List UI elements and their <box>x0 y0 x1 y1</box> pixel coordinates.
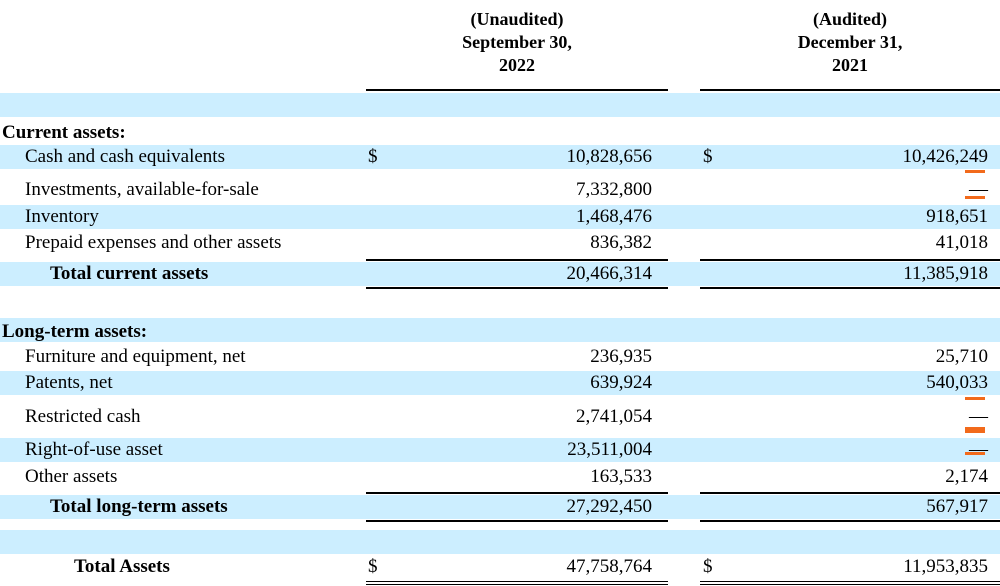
total-current-assets-label: Total current assets <box>50 263 209 284</box>
row-inventory: Inventory 1,468,476 918,651 <box>0 205 1000 229</box>
subtotal-rule <box>366 492 668 494</box>
header-rule-col1 <box>366 89 668 91</box>
cash-label: Cash and cash equivalents <box>25 146 225 167</box>
header-col2-line1: (Audited) <box>812 9 887 29</box>
total-current-assets-2021: 11,385,918 <box>903 263 988 284</box>
subtotal-rule <box>366 259 668 261</box>
cash-currency-2022: $ <box>368 146 378 167</box>
header-col1-line1: (Unaudited) <box>470 9 564 29</box>
cash-value-2021: 10,426,249 <box>902 146 989 167</box>
section-heading-long-term-assets: Long-term assets: <box>0 320 1000 344</box>
investments-label: Investments, available-for-sale <box>25 179 259 200</box>
other-assets-label: Other assets <box>25 466 118 487</box>
highlight-mark <box>965 452 985 455</box>
total-long-term-assets-2021: 567,917 <box>926 496 988 517</box>
header-col2-line3: 2021 <box>832 55 868 75</box>
total-assets-currency-2022: $ <box>368 556 378 577</box>
furniture-value-2021: 25,710 <box>935 346 988 367</box>
row-prepaid: Prepaid expenses and other assets 836,38… <box>0 231 1000 255</box>
grand-total-rule <box>700 584 1000 585</box>
rou-value-2021: — <box>969 439 988 460</box>
total-rule <box>700 287 1000 289</box>
long-term-assets-heading: Long-term assets: <box>2 321 148 342</box>
row-right-of-use-asset: Right-of-use asset 23,511,004 — <box>0 438 1000 462</box>
row-furniture: Furniture and equipment, net 236,935 25,… <box>0 345 1000 369</box>
current-assets-heading: Current assets: <box>2 122 126 143</box>
other-assets-value-2022: 163,533 <box>590 466 652 487</box>
furniture-value-2022: 236,935 <box>590 346 652 367</box>
total-long-term-assets-label: Total long-term assets <box>50 496 228 517</box>
total-assets-currency-2021: $ <box>703 556 713 577</box>
patents-value-2022: 639,924 <box>590 372 652 393</box>
section-heading-current-assets: Current assets: <box>0 121 1000 145</box>
row-patents: Patents, net 639,924 540,033 <box>0 371 1000 395</box>
prepaid-value-2021: 41,018 <box>935 232 988 253</box>
total-assets-value-2021: 11,953,835 <box>903 556 988 577</box>
restricted-cash-value-2022: 2,741,054 <box>576 406 652 427</box>
inventory-value-2022: 1,468,476 <box>576 206 652 227</box>
cash-currency-2021: $ <box>703 146 713 167</box>
prepaid-label: Prepaid expenses and other assets <box>25 232 282 253</box>
header-col1-line2: September 30, <box>462 32 572 52</box>
other-assets-value-2021: 2,174 <box>945 466 988 487</box>
cash-value-2022: 10,828,656 <box>566 146 653 167</box>
investments-value-2022: 7,332,800 <box>576 179 652 200</box>
highlight-mark <box>965 397 985 400</box>
total-rule <box>366 520 668 522</box>
row-total-long-term-assets: Total long-term assets 27,292,450 567,91… <box>0 495 1000 519</box>
header-unaudited-sep-2022: (Unaudited) September 30, 2022 <box>366 8 668 77</box>
spacer-gap <box>0 294 1000 316</box>
inventory-label: Inventory <box>25 206 99 227</box>
spacer-band-bottom <box>0 530 1000 554</box>
spacer-band-top <box>0 93 1000 117</box>
highlight-mark <box>965 170 985 173</box>
grand-total-rule <box>366 584 668 585</box>
prepaid-value-2022: 836,382 <box>590 232 652 253</box>
row-cash: Cash and cash equivalents $ 10,828,656 $… <box>0 145 1000 169</box>
restricted-cash-value-2021: — <box>969 406 988 427</box>
restricted-cash-label: Restricted cash <box>25 406 141 427</box>
row-total-current-assets: Total current assets 20,466,314 11,385,9… <box>0 262 1000 286</box>
investments-value-2021: — <box>969 179 988 200</box>
total-long-term-assets-2022: 27,292,450 <box>566 496 653 517</box>
row-total-assets: Total Assets $ 47,758,764 $ 11,953,835 <box>0 555 1000 579</box>
grand-total-rule <box>700 581 1000 582</box>
patents-label: Patents, net <box>25 372 113 393</box>
header-col2-line2: December 31, <box>797 32 903 52</box>
row-investments: Investments, available-for-sale 7,332,80… <box>0 178 1000 202</box>
row-restricted-cash: Restricted cash 2,741,054 — <box>0 405 1000 429</box>
total-assets-label: Total Assets <box>74 556 170 577</box>
patents-value-2021: 540,033 <box>926 372 988 393</box>
header-audited-dec-2021: (Audited) December 31, 2021 <box>700 8 1000 77</box>
inventory-value-2021: 918,651 <box>926 206 988 227</box>
rou-label: Right-of-use asset <box>25 439 163 460</box>
highlight-mark <box>965 427 985 433</box>
row-other-assets: Other assets 163,533 2,174 <box>0 465 1000 489</box>
total-rule <box>700 520 1000 522</box>
grand-total-rule <box>366 581 668 582</box>
subtotal-rule <box>700 259 1000 261</box>
spacer-band-mid <box>0 318 1000 342</box>
total-assets-value-2022: 47,758,764 <box>566 556 653 577</box>
rou-value-2022: 23,511,004 <box>567 439 652 460</box>
total-current-assets-2022: 20,466,314 <box>566 263 653 284</box>
header-rule-col2 <box>700 89 1000 91</box>
furniture-label: Furniture and equipment, net <box>25 346 246 367</box>
highlight-mark <box>965 196 985 199</box>
total-rule <box>366 287 668 289</box>
header-col1-line3: 2022 <box>499 55 535 75</box>
subtotal-rule <box>700 492 1000 494</box>
